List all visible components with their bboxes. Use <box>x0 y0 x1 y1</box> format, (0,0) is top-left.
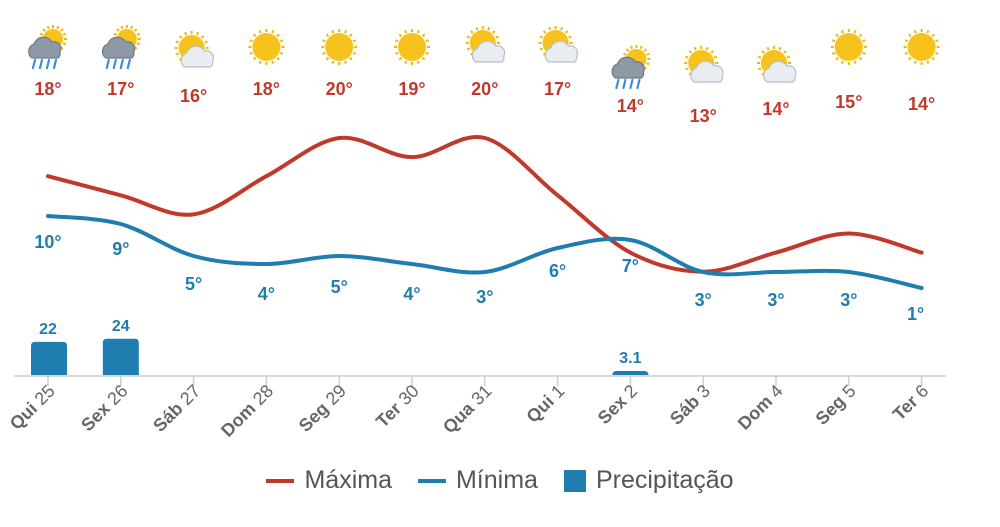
x-axis-label: Dom 4 <box>734 381 787 434</box>
partly-cloudy-icon <box>538 26 578 63</box>
sun-icon <box>830 29 867 65</box>
max-temp-label: 15° <box>835 92 862 112</box>
max-temp-label: 18° <box>34 79 61 99</box>
forecast-chart: 18° 17° 16° 18° 20° 19° 20° 17°14° 13° 14° 15° 14° … <box>6 25 946 441</box>
x-axis-label: Qui 1 <box>522 381 568 427</box>
x-axis-label: Qui 25 <box>6 381 59 434</box>
x-axis-label: Ter 6 <box>889 381 933 425</box>
rain-cloud-icon <box>28 25 67 70</box>
min-temp-label: 3° <box>695 290 712 310</box>
precipitation-bars: 22 24 3.1 <box>31 318 649 376</box>
legend-precip-swatch <box>563 469 586 492</box>
rain-cloud-icon <box>101 25 141 70</box>
legend-precip-label: Precipitação <box>595 466 734 494</box>
legend-min-swatch <box>417 478 446 483</box>
legend-item-max: Máxima <box>266 466 392 495</box>
min-temp-label: 1° <box>907 304 924 324</box>
max-temp-label: 14° <box>617 96 644 116</box>
legend-item-precip: Precipitação <box>563 466 734 495</box>
min-temp-label: 9° <box>112 239 129 259</box>
x-axis-label: Qua 31 <box>439 381 496 438</box>
max-temp-label: 20° <box>471 79 498 99</box>
max-temp-label: 16° <box>180 86 207 106</box>
x-axis-label: Sáb 3 <box>666 381 714 429</box>
x-axis-label: Sex 2 <box>594 381 641 428</box>
legend-item-min: Mínima <box>417 466 538 495</box>
x-axis-label: Ter 30 <box>372 381 423 432</box>
legend-min-label: Mínima <box>455 466 538 494</box>
chart-legend: Máxima Mínima Precipitação <box>0 466 1000 495</box>
max-temp-label: 20° <box>326 79 353 99</box>
precipitation-value-label: 22 <box>39 321 57 338</box>
precipitation-value-label: 24 <box>112 318 130 335</box>
partly-cloudy-icon <box>757 46 797 83</box>
sun-icon <box>248 29 285 65</box>
legend-max-label: Máxima <box>304 466 392 494</box>
rain-cloud-icon <box>611 45 651 90</box>
x-axis-label: Sex 26 <box>77 381 131 435</box>
min-temp-label: 3° <box>767 290 784 310</box>
max-temp-label: 17° <box>544 79 571 99</box>
precipitation-bar <box>31 341 67 376</box>
precipitation-bar <box>612 371 649 376</box>
x-axis-label: Sáb 27 <box>149 381 204 436</box>
max-temp-label: 17° <box>107 79 134 99</box>
x-axis-ticks <box>47 376 923 386</box>
sun-icon <box>394 29 430 65</box>
weather-icons <box>28 25 940 90</box>
x-axis-label: Seg 29 <box>295 381 350 436</box>
max-temp-label: 19° <box>398 79 425 99</box>
max-temp-label: 18° <box>253 79 280 99</box>
x-axis-label: Dom 28 <box>217 381 277 441</box>
min-temp-labels: 10° 9° 5° 4° 5° 4° 3° 6° 7° 3° 3° 3° 1° <box>34 232 924 324</box>
max-temp-labels: 18° 17° 16° 18° 20° 19° 20° 17° 14° 13° 14° 15° 14° <box>34 79 935 126</box>
min-temp-label: 10° <box>34 232 61 252</box>
precipitation-bar <box>102 338 139 376</box>
partly-cloudy-icon <box>465 26 506 63</box>
min-temp-label: 5° <box>331 277 348 297</box>
max-temp-label: 14° <box>762 99 789 119</box>
partly-cloudy-icon <box>684 46 724 83</box>
min-temp-label: 5° <box>185 274 202 294</box>
min-temp-label: 6° <box>549 261 566 281</box>
precipitation-value-label: 3.1 <box>619 350 641 367</box>
sun-icon <box>903 29 940 65</box>
min-temp-label: 3° <box>840 290 857 310</box>
min-temp-label: 4° <box>403 284 420 304</box>
legend-max-swatch <box>266 478 295 483</box>
min-temp-line <box>46 214 924 290</box>
min-temp-label: 4° <box>258 284 275 304</box>
min-temp-label: 3° <box>476 287 493 307</box>
max-temp-line <box>46 134 924 274</box>
partly-cloudy-icon <box>174 31 214 68</box>
max-temp-label: 13° <box>690 106 717 126</box>
x-axis-label: Seg 5 <box>812 381 860 429</box>
sun-icon <box>321 29 358 65</box>
min-temp-label: 7° <box>622 256 639 276</box>
max-temp-label: 14° <box>908 94 935 114</box>
